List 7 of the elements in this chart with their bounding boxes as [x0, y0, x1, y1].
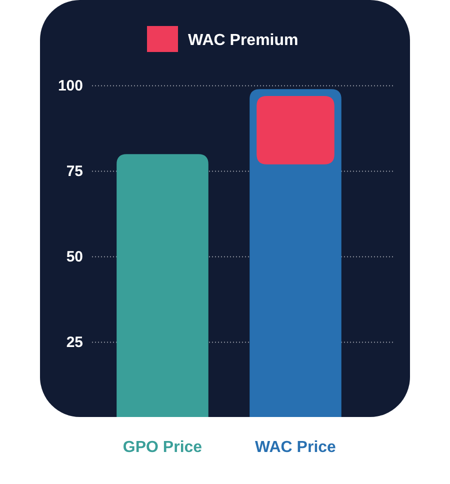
y-tick-label: 100 [58, 78, 83, 94]
y-tick-label: 25 [66, 334, 83, 352]
legend-label: WAC Premium [188, 32, 298, 49]
y-tick-label: 50 [66, 248, 83, 266]
x-tick-label: WAC Price [255, 439, 336, 456]
y-tick-label: 75 [66, 163, 83, 180]
x-tick-label: GPO Price [122, 439, 202, 456]
